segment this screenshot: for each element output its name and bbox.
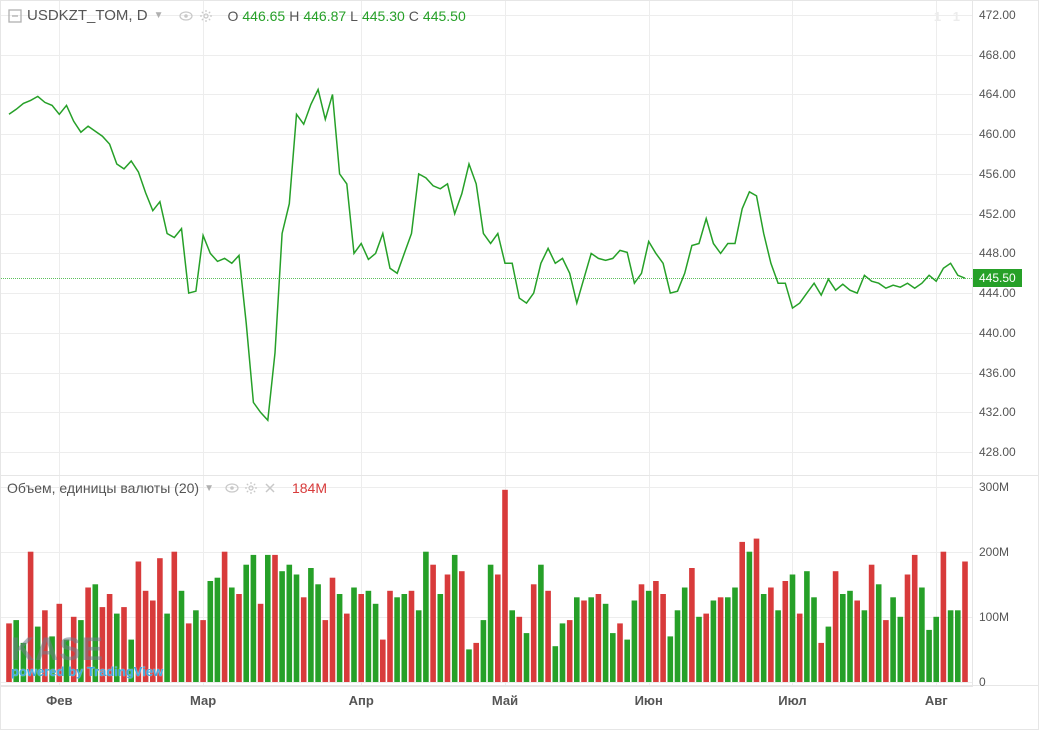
chevron-down-icon[interactable]: ▼: [204, 483, 214, 494]
watermark: KASE powered by TradingView: [11, 635, 163, 679]
volume-pane[interactable]: Объем, единицы валюты (20) ▼ 184M KASE p…: [1, 476, 973, 686]
ohlc-h-value: 446.87: [303, 8, 346, 24]
volume-title: Объем, единицы валюты (20): [7, 480, 199, 496]
close-icon[interactable]: [262, 480, 278, 496]
price-y-axis[interactable]: 445.50 428.00 432.00 436.00 440.00 444.00 448…: [973, 1, 1039, 476]
price-line-plot: [1, 1, 973, 476]
volume-ytick: 0: [979, 675, 986, 689]
close-price-tag: 445.50: [973, 269, 1022, 287]
price-ytick: 460.00: [979, 127, 1016, 141]
time-xtick: Апр: [349, 693, 374, 708]
ohlc-o-value: 446.65: [242, 8, 285, 24]
chevron-down-icon[interactable]: ▼: [154, 10, 164, 21]
time-xtick: Фев: [46, 693, 72, 708]
price-ytick: 448.00: [979, 246, 1016, 260]
ohlc-l-label: L: [350, 8, 358, 24]
price-ytick: 456.00: [979, 167, 1016, 181]
chart-frame: USDKZT_TOM, D ▼ O 446.65 H 446.87 L 445.…: [0, 0, 1039, 730]
volume-legend: Объем, единицы валюты (20) ▼ 184M: [7, 480, 327, 496]
watermark-logo: KASE: [11, 635, 163, 664]
price-pane[interactable]: USDKZT_TOM, D ▼ O 446.65 H 446.87 L 445.…: [1, 1, 973, 476]
time-xtick: Авг: [925, 693, 948, 708]
eye-icon[interactable]: [178, 8, 194, 24]
price-ytick: 440.00: [979, 326, 1016, 340]
price-ytick: 468.00: [979, 48, 1016, 62]
collapse-icon[interactable]: [7, 8, 23, 24]
price-ytick: 464.00: [979, 87, 1016, 101]
volume-y-axis[interactable]: 0 100M 200M 300M: [973, 476, 1039, 686]
eye-icon[interactable]: [224, 480, 240, 496]
time-axis[interactable]: Фев Мар Апр Май Июн Июл Авг: [1, 686, 973, 731]
volume-value: 184M: [292, 480, 327, 496]
time-xtick: Июн: [635, 693, 663, 708]
volume-ytick: 300M: [979, 480, 1009, 494]
ohlc-c-label: C: [409, 8, 419, 24]
time-xtick: Мар: [190, 693, 216, 708]
ohlc-l-value: 445.30: [362, 8, 405, 24]
volume-ytick: 100M: [979, 610, 1009, 624]
gear-icon[interactable]: [243, 480, 259, 496]
price-ytick: 444.00: [979, 286, 1016, 300]
price-ytick: 472.00: [979, 8, 1016, 22]
price-ytick: 436.00: [979, 366, 1016, 380]
symbol-label: USDKZT_TOM, D: [27, 7, 148, 24]
price-ytick: 432.00: [979, 405, 1016, 419]
price-ytick: 452.00: [979, 207, 1016, 221]
gear-icon[interactable]: [198, 8, 214, 24]
ohlc-h-label: H: [289, 8, 299, 24]
volume-ytick: 200M: [979, 545, 1009, 559]
ohlc-c-value: 445.50: [423, 8, 466, 24]
time-xtick: Июл: [778, 693, 806, 708]
price-legend: USDKZT_TOM, D ▼ O 446.65 H 446.87 L 445.…: [7, 7, 466, 24]
time-xtick: Май: [492, 693, 518, 708]
ohlc-o-label: O: [228, 8, 239, 24]
price-ytick: 428.00: [979, 445, 1016, 459]
